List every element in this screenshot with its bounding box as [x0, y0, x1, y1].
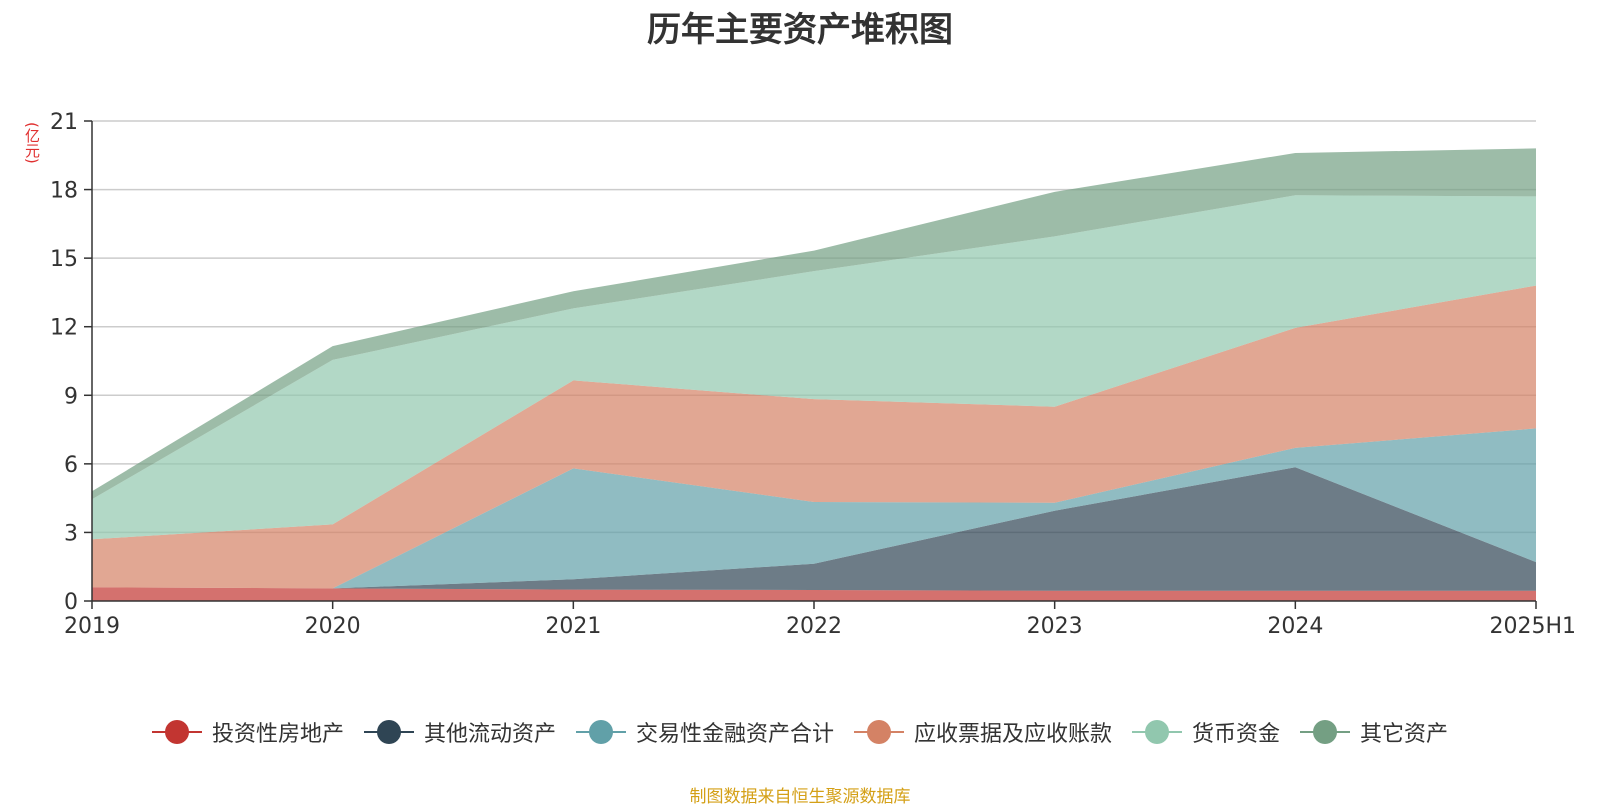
chart-title: 历年主要资产堆积图 — [647, 10, 953, 50]
legend-item[interactable]: 投资性房地产 — [151, 716, 344, 748]
y-tick-label: 0 — [64, 590, 78, 615]
legend-label: 交易性金融资产合计 — [635, 722, 834, 747]
legend-label: 应收票据及应收账款 — [914, 722, 1113, 747]
x-tick-label: 2025H1 — [1489, 614, 1576, 639]
y-tick-label: 18 — [50, 179, 78, 204]
legend-marker-icon — [151, 719, 202, 745]
legend-label: 其它资产 — [1360, 722, 1449, 747]
legend-item[interactable]: 交易性金融资产合计 — [575, 716, 834, 748]
legend-marker-icon — [575, 719, 626, 745]
area-series-5 — [92, 195, 1536, 540]
area-series-6 — [92, 148, 1536, 500]
x-tick-label: 2021 — [545, 614, 601, 639]
area-series-4 — [92, 285, 1536, 589]
legend-marker-icon — [1132, 719, 1183, 745]
x-tick-label: 2020 — [305, 614, 361, 639]
axes: 0 3 6 9 12 15 18 21 2019 2020 2021 2022 2023 2024 2025… — [50, 110, 1576, 639]
legend-label: 货币资金 — [1192, 722, 1281, 747]
legend: 投资性房地产 其他流动资产 交易性金融资产合计 应收票据及应收账款 货币资金 其它资产 — [0, 716, 1600, 748]
legend-label: 投资性房地产 — [211, 722, 344, 747]
legend-item[interactable]: 其他流动资产 — [363, 716, 556, 748]
y-tick-label: 9 — [64, 384, 78, 409]
y-axis-unit-label: (亿元) — [23, 122, 41, 164]
legend-marker-icon — [1300, 719, 1351, 745]
y-tick-label: 12 — [50, 316, 78, 341]
x-tick-label: 2019 — [64, 614, 120, 639]
legend-label: 其他流动资产 — [423, 722, 556, 747]
source-note: 制图数据来自恒生聚源数据库 — [689, 787, 911, 807]
stacked-areas — [92, 148, 1536, 601]
y-tick-label: 15 — [50, 247, 78, 272]
area-series-3 — [92, 428, 1536, 589]
area-series-1 — [92, 587, 1536, 601]
legend-item[interactable]: 其它资产 — [1300, 716, 1448, 748]
x-tick-label: 2022 — [786, 614, 842, 639]
legend-marker-icon — [363, 719, 414, 745]
area-series-2 — [92, 467, 1536, 591]
legend-marker-icon — [854, 719, 904, 745]
legend-item[interactable]: 货币资金 — [1132, 716, 1280, 748]
y-tick-label: 3 — [64, 521, 78, 546]
y-tick-label: 21 — [50, 110, 78, 135]
x-tick-label: 2024 — [1267, 614, 1323, 639]
x-tick-label: 2023 — [1027, 614, 1083, 639]
y-tick-label: 6 — [64, 453, 78, 478]
legend-item[interactable]: 应收票据及应收账款 — [854, 716, 1112, 748]
